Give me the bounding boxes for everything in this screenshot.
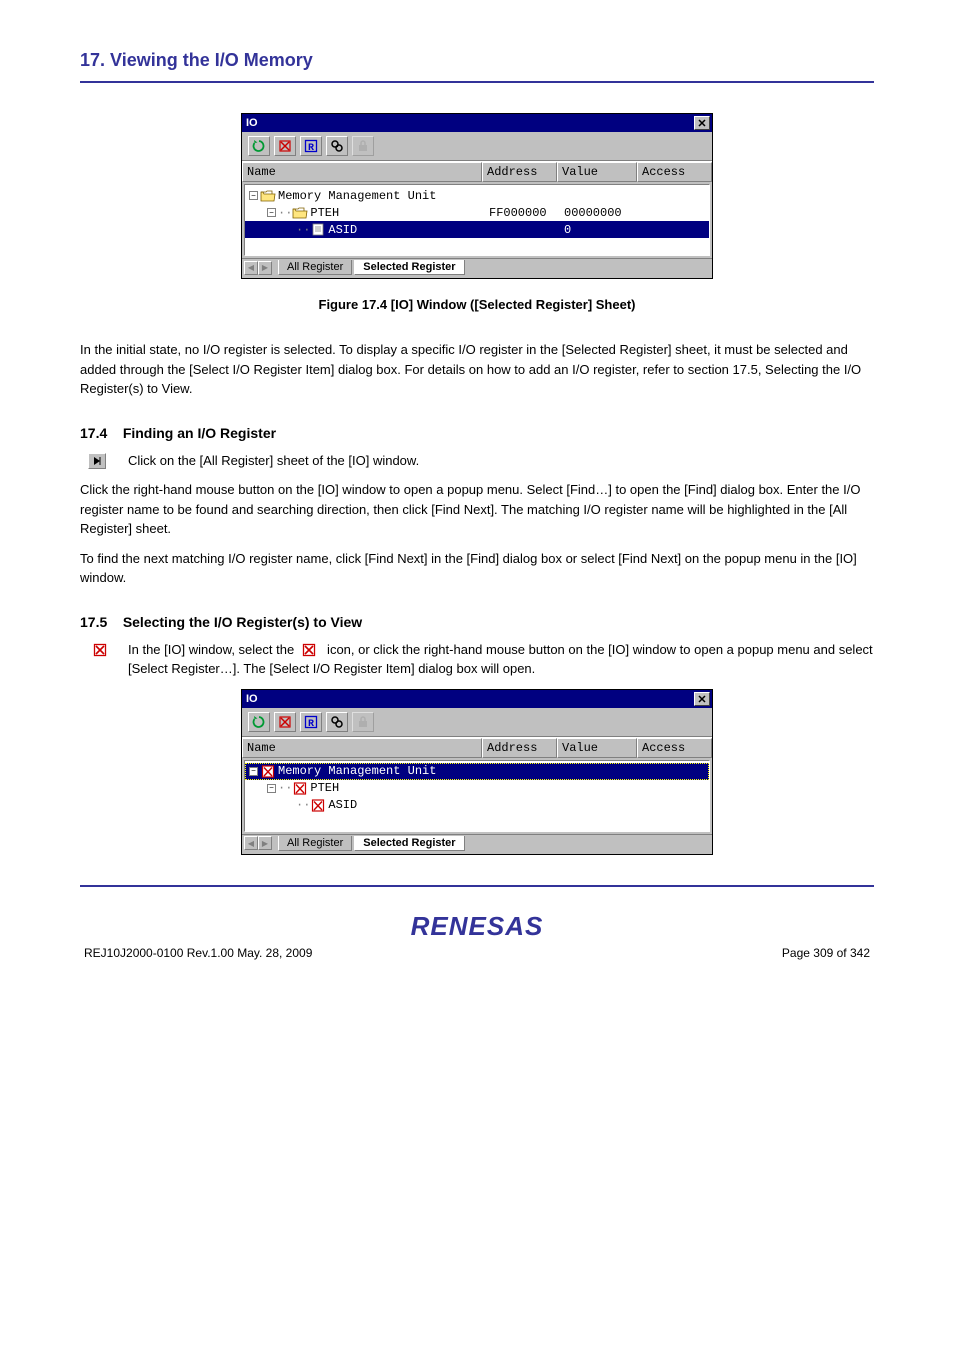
- col-access: Access: [637, 162, 712, 182]
- expand-icon[interactable]: −: [267, 784, 276, 793]
- body-paragraph: To find the next matching I/O register n…: [80, 549, 874, 588]
- column-headers: Name Address Value Access: [242, 737, 712, 758]
- expand-icon[interactable]: −: [249, 767, 258, 776]
- subsection-title: Finding an I/O Register: [123, 425, 276, 441]
- tab-next-icon[interactable]: ▶: [258, 261, 272, 275]
- col-name: Name: [242, 738, 482, 758]
- column-headers: Name Address Value Access: [242, 161, 712, 182]
- tab-all-register[interactable]: All Register: [278, 260, 352, 275]
- subsection-num: 17.5: [80, 614, 107, 630]
- tab-selected-register[interactable]: Selected Register: [354, 836, 464, 851]
- tree-row[interactable]: −··PTEHFF00000000000000: [245, 204, 709, 221]
- col-access: Access: [637, 738, 712, 758]
- titlebar: IO: [242, 690, 712, 708]
- tree-address: FF000000: [489, 206, 564, 220]
- io-window-2: IO R Name Address Value: [241, 689, 713, 855]
- close-icon[interactable]: [694, 692, 710, 706]
- tree-row[interactable]: ··ASID: [245, 797, 709, 814]
- body-paragraph: Click on the [All Register] sheet of the…: [128, 451, 874, 471]
- tab-selected-register[interactable]: Selected Register: [354, 260, 464, 275]
- figure-caption-1: Figure 17.4 [IO] Window ([Selected Regis…: [80, 297, 874, 312]
- tab-bar: ◀ ▶ All Register Selected Register: [242, 834, 712, 854]
- tree-label: Memory Management Unit: [278, 189, 436, 203]
- delete-icon: [92, 642, 108, 658]
- tree-label: PTEH: [310, 781, 339, 795]
- tree-label: ASID: [328, 798, 357, 812]
- tree-area[interactable]: −Memory Management Unit−··PTEH··ASID: [244, 760, 710, 832]
- tree-label: PTEH: [310, 206, 339, 220]
- refresh-icon[interactable]: [248, 136, 270, 156]
- col-value: Value: [557, 738, 637, 758]
- col-address: Address: [482, 162, 557, 182]
- tab-prev-icon[interactable]: ◀: [244, 836, 258, 850]
- toolbar: R: [242, 132, 712, 161]
- tab-prev-icon[interactable]: ◀: [244, 261, 258, 275]
- tab-bar: ◀ ▶ All Register Selected Register: [242, 258, 712, 278]
- find-icon[interactable]: [326, 136, 348, 156]
- svg-text:R: R: [308, 143, 314, 153]
- window-title: IO: [246, 117, 258, 129]
- find-icon[interactable]: [326, 712, 348, 732]
- tree-row[interactable]: ··ASID0: [245, 221, 709, 238]
- heading-rule: [80, 81, 874, 83]
- body-paragraph: In the [IO] window, select the icon, or …: [128, 640, 874, 679]
- renesas-logo: RENESAS: [80, 911, 874, 942]
- tab-all-register[interactable]: All Register: [278, 836, 352, 851]
- footer-rule: [80, 885, 874, 887]
- svg-text:R: R: [308, 719, 314, 729]
- delete-icon: [310, 799, 326, 812]
- delete-icon[interactable]: [274, 136, 296, 156]
- expand-icon[interactable]: −: [249, 191, 258, 200]
- subsection-heading-2: 17.5 Selecting the I/O Register(s) to Vi…: [80, 614, 874, 630]
- tree-row[interactable]: −··PTEH: [245, 780, 709, 797]
- lock-icon[interactable]: [352, 712, 374, 732]
- refresh-icon[interactable]: [248, 712, 270, 732]
- folder-icon: [292, 206, 308, 219]
- col-address: Address: [482, 738, 557, 758]
- body-paragraph: Click the right-hand mouse button on the…: [80, 480, 874, 539]
- delete-icon-inline: [300, 642, 318, 658]
- body-paragraph: In the initial state, no I/O register is…: [80, 340, 874, 399]
- subsection-title: Selecting the I/O Register(s) to View: [123, 614, 362, 630]
- window-title: IO: [246, 693, 258, 705]
- tree-value: 0: [564, 223, 644, 237]
- titlebar: IO: [242, 114, 712, 132]
- delete-icon: [260, 765, 276, 778]
- subsection-num: 17.4: [80, 425, 107, 441]
- col-value: Value: [557, 162, 637, 182]
- lock-icon[interactable]: [352, 136, 374, 156]
- tree-label: ASID: [328, 223, 357, 237]
- col-name: Name: [242, 162, 482, 182]
- page-footer: REJ10J2000-0100 Rev.1.00 May. 28, 2009 P…: [80, 946, 874, 960]
- subsection-heading-1: 17.4 Finding an I/O Register: [80, 425, 874, 441]
- io-window-1: IO R Name Address Value: [241, 113, 713, 279]
- tree-row[interactable]: − Memory Management Unit: [245, 763, 709, 780]
- delete-icon[interactable]: [274, 712, 296, 732]
- register-r-icon[interactable]: R: [300, 712, 322, 732]
- footer-right: Page 309 of 342: [782, 946, 870, 960]
- tree-area[interactable]: −Memory Management Unit−··PTEHFF00000000…: [244, 184, 710, 256]
- document-icon: [310, 223, 326, 236]
- tree-value: 00000000: [564, 206, 644, 220]
- close-icon[interactable]: [694, 116, 710, 130]
- delete-icon: [292, 782, 308, 795]
- section-heading: 17. Viewing the I/O Memory: [80, 50, 874, 71]
- tree-row[interactable]: − Memory Management Unit: [245, 187, 709, 204]
- folder-icon: [260, 189, 276, 202]
- expand-icon[interactable]: −: [267, 208, 276, 217]
- toolbar: R: [242, 708, 712, 737]
- play-icon: [88, 453, 106, 469]
- footer-left: REJ10J2000-0100 Rev.1.00 May. 28, 2009: [84, 946, 312, 960]
- register-r-icon[interactable]: R: [300, 136, 322, 156]
- tree-label: Memory Management Unit: [278, 764, 436, 778]
- tab-next-icon[interactable]: ▶: [258, 836, 272, 850]
